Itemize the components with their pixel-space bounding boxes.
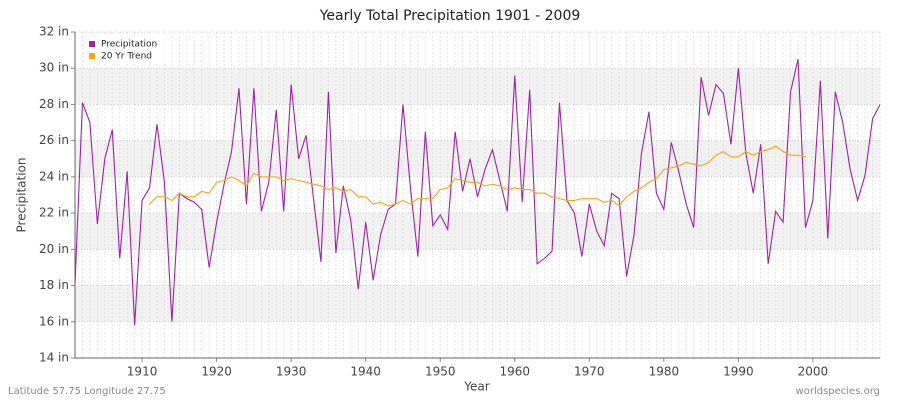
y-tick-label: 20 in [39, 242, 69, 256]
y-tick-label: 30 in [39, 61, 69, 75]
grid-band [75, 68, 880, 105]
series-line [149, 145, 806, 207]
x-tick-label: 1930 [276, 365, 307, 379]
grid-band [75, 140, 880, 177]
x-axis-label: Year [463, 380, 489, 394]
x-tick-label: 1940 [350, 365, 381, 379]
y-tick-label: 18 in [39, 278, 69, 292]
legend-label: Precipitation [101, 40, 157, 50]
legend-swatch [89, 53, 95, 59]
legend-swatch [89, 41, 95, 47]
x-tick-label: 1910 [127, 365, 158, 379]
y-tick-label: 26 in [39, 133, 69, 147]
series-line [74, 59, 881, 326]
y-tick-label: 16 in [39, 314, 69, 328]
grid-band [75, 285, 880, 322]
legend-label: 20 Yr Trend [101, 52, 152, 62]
y-tick-label: 24 in [39, 169, 69, 183]
x-tick-label: 1950 [425, 365, 456, 379]
x-tick-label: 2000 [798, 365, 829, 379]
footer-right: worldspecies.org [796, 386, 880, 397]
y-tick-label: 28 in [39, 97, 69, 111]
x-tick-label: 1990 [723, 365, 754, 379]
grid-band [75, 213, 880, 250]
chart-title: Yearly Total Precipitation 1901 - 2009 [319, 8, 581, 24]
footer-left: Latitude 57.75 Longitude 27.75 [8, 386, 166, 397]
x-tick-label: 1970 [574, 365, 605, 379]
x-tick-label: 1920 [201, 365, 232, 379]
y-tick-label: 14 in [39, 351, 69, 365]
x-tick-label: 1960 [499, 365, 530, 379]
y-axis-label: Precipitation [15, 157, 29, 232]
x-tick-label: 1980 [649, 365, 680, 379]
y-tick-label: 32 in [39, 25, 69, 39]
legend-box [83, 36, 171, 64]
y-tick-label: 22 in [39, 206, 69, 220]
